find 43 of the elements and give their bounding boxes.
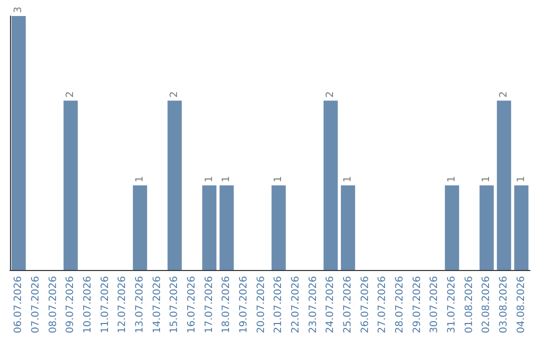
x-tick-label: 14.07.2026 [152, 276, 163, 334]
x-tick-label: 12.07.2026 [117, 276, 128, 334]
data-label: 1 [516, 176, 527, 182]
data-label: 2 [325, 91, 336, 98]
x-tick-label: 20.07.2026 [256, 276, 267, 334]
x-tick-label: 26.07.2026 [360, 276, 371, 334]
x-tick-label: 16.07.2026 [186, 276, 198, 334]
x-tick-label: 19.07.2026 [238, 276, 250, 334]
data-label: 1 [446, 176, 458, 182]
x-tick-label: 15.07.2026 [169, 276, 180, 334]
x-tick-label: 25.07.2026 [342, 276, 354, 334]
data-label: 2 [169, 91, 180, 98]
x-tick-label: 29.07.2026 [412, 276, 423, 334]
x-tick-label: 17.07.2026 [204, 276, 215, 334]
data-label: 1 [273, 176, 284, 182]
data-label: 1 [342, 176, 354, 182]
x-tick-label: 22.07.2026 [290, 276, 302, 334]
x-tick-label: 28.07.2026 [394, 276, 406, 334]
x-tick-label: 11.07.2026 [100, 276, 111, 334]
data-label: 1 [481, 176, 492, 182]
x-tick-label: 13.07.2026 [134, 276, 146, 334]
x-tick-label: 03.08.2026 [498, 276, 510, 334]
data-label: 1 [221, 176, 232, 182]
x-tick-label: 18.07.2026 [221, 276, 232, 334]
x-tick-label: 07.07.2026 [30, 276, 42, 334]
x-tick-label: 31.07.2026 [446, 276, 458, 334]
x-tick-label: 06.07.2026 [13, 276, 24, 334]
data-label: 2 [498, 91, 510, 98]
x-tick-label: 09.07.2026 [65, 276, 76, 334]
x-tick-label: 01.08.2026 [464, 276, 475, 334]
x-tick-label: 21.07.2026 [273, 276, 284, 334]
x-tick-label: 24.07.2026 [325, 276, 336, 334]
data-label: 1 [204, 176, 215, 182]
x-tick-label: 30.07.2026 [429, 276, 440, 334]
data-label: 1 [134, 176, 146, 182]
x-tick-label: 27.07.2026 [377, 276, 388, 334]
x-tick-label: 10.07.2026 [82, 276, 94, 334]
x-tick-label: 04.08.2026 [516, 276, 527, 334]
x-tick-label: 02.08.2026 [481, 276, 492, 334]
data-label: 3 [13, 6, 24, 13]
x-tick-label: 08.07.2026 [48, 276, 59, 334]
data-label: 2 [65, 91, 76, 98]
x-tick-label: 23.07.2026 [308, 276, 319, 334]
